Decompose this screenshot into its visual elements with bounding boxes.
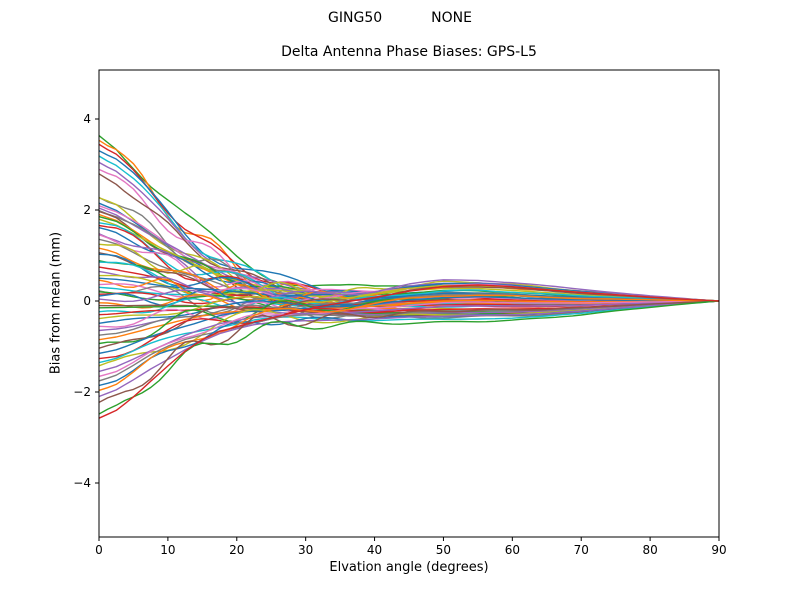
series-line-66 [99,300,719,415]
x-tick-label: 20 [229,543,244,557]
y-tick-label: 0 [83,294,91,308]
chart-title: Delta Antenna Phase Biases: GPS-L5 [281,44,537,60]
series-line-0 [99,135,719,302]
x-tick-label: 40 [367,543,382,557]
series-line-41 [99,279,719,304]
series-line-67 [99,284,719,419]
y-tick-label: 2 [83,203,91,217]
axes-frame [98,69,720,538]
x-tick-label: 50 [436,543,451,557]
series-lines [99,135,719,419]
x-tick-label: 80 [642,543,657,557]
x-tick-label: 30 [298,543,313,557]
figure-suptitle: GING50 NONE [328,10,472,26]
y-tick-label: −2 [73,385,91,399]
series-line-60 [99,300,719,378]
series-line-63 [99,294,719,392]
x-tick-label: 60 [505,543,520,557]
x-tick-label: 90 [711,543,726,557]
series-line-52 [99,299,719,341]
x-axis-label: Elvation angle (degrees) [329,560,489,575]
x-tick-label: 0 [95,543,103,557]
x-tick-label: 10 [160,543,175,557]
series-line-57 [99,300,719,364]
x-tick-label: 70 [574,543,589,557]
series-line-45 [99,289,719,314]
series-line-55 [99,296,719,355]
series-line-59 [99,300,719,373]
y-tick-label: −4 [73,476,91,490]
series-line-6 [99,168,719,302]
y-tick-label: 4 [83,112,91,126]
series-line-7 [99,173,719,304]
series-line-64 [99,300,719,398]
